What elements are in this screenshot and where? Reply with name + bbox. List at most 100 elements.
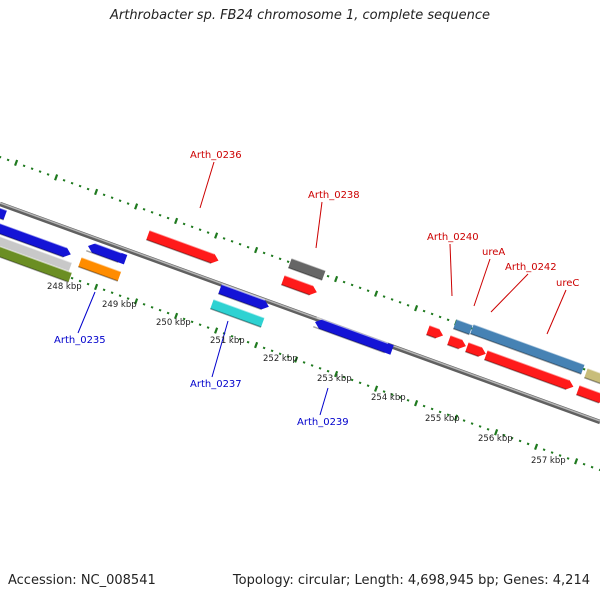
outer-tick: [94, 188, 99, 196]
outer-tick: [166, 216, 170, 220]
gene-steel-a: [453, 318, 473, 336]
inner-tick: [262, 346, 266, 350]
inner-tick: [286, 355, 290, 358]
inner-tick: [246, 340, 250, 344]
outer-tick: [14, 159, 19, 167]
label-leaders: [77, 161, 567, 416]
inner-tick: [70, 276, 74, 280]
outer-tick: [110, 196, 114, 200]
gene-label[interactable]: Arth_0237: [190, 379, 242, 390]
inner-tick: [214, 327, 219, 334]
outer-tick: [150, 210, 154, 214]
gene-label[interactable]: ureC: [556, 278, 579, 289]
inner-tick: [78, 279, 82, 283]
leader-line: [546, 289, 567, 335]
inner-tick: [398, 396, 402, 399]
gene-blue-251: [218, 283, 269, 311]
outer-tick: [414, 304, 419, 312]
inner-tick: [350, 378, 354, 382]
gene-label[interactable]: Arth_0236: [190, 150, 242, 161]
topology-text: Topology: circular; Length: 4,698,945 bp…: [232, 573, 590, 588]
inner-tick: [326, 369, 330, 373]
kbp-label: 252 kbp: [263, 354, 298, 364]
inner-tick: [590, 465, 594, 469]
inner-tick: [598, 468, 600, 472]
kbp-label: 257 kbp: [531, 456, 566, 466]
gene-arth-0236: [146, 229, 219, 264]
kbp-label: 249 kbp: [102, 300, 137, 310]
gene-blue-left: [0, 219, 71, 258]
outer-tick: [238, 242, 242, 246]
outer-tick: [78, 184, 82, 188]
outer-tick: [30, 167, 34, 170]
inner-tick: [438, 410, 442, 414]
inner-tick: [582, 462, 586, 466]
inner-tick: [110, 291, 114, 295]
gene-arth-0242: [484, 349, 574, 391]
kbp-label: 256 kbp: [478, 434, 513, 444]
gene-red-small: [465, 341, 486, 358]
outer-tick: [358, 286, 362, 290]
outer-tick: [38, 170, 42, 173]
inner-tick: [182, 317, 186, 321]
outer-tick: [142, 208, 146, 211]
outer-tick: [174, 217, 179, 225]
gene-label[interactable]: Arth_0235: [54, 335, 106, 346]
inner-tick: [422, 404, 426, 408]
gene-label[interactable]: Arth_0238: [308, 190, 360, 201]
inner-tick: [366, 384, 370, 388]
inner-tick: [302, 361, 306, 364]
inner-tick: [470, 422, 474, 425]
gene-khaki: [584, 367, 600, 386]
gene-blue-stub: [0, 205, 8, 221]
map-title: Arthrobacter sp. FB24 chromosome 1, comp…: [109, 8, 491, 23]
inner-tick: [126, 297, 130, 300]
inner-tick: [150, 305, 154, 309]
inner-tick: [94, 283, 99, 291]
gene-red-0238b: [281, 274, 317, 296]
inner-tick: [238, 337, 242, 341]
gene-label[interactable]: Arth_0240: [427, 232, 479, 243]
gene-arth-0240: [426, 324, 444, 339]
kbp-label: 248 kbp: [47, 282, 82, 292]
accession-text: Accession: NC_008541: [8, 573, 156, 588]
leader-line: [315, 201, 323, 249]
inner-tick: [294, 356, 299, 363]
scale-labels: 248 kbp 249 kbp 250 kbp 251 kbp 252 kbp 253 k…: [47, 282, 566, 466]
backbone: [0, 201, 600, 425]
inner-tick: [406, 398, 410, 402]
inner-tick: [118, 294, 122, 297]
outer-tick: [214, 232, 219, 239]
outer-tick: [222, 237, 226, 240]
inner-tick: [374, 385, 379, 392]
outer-tick: [206, 231, 210, 234]
kbp-label: 250 kbp: [156, 318, 191, 328]
inner-tick: [310, 364, 314, 367]
inner-tick: [334, 370, 339, 378]
kbp-label: 254 kbp: [371, 393, 406, 403]
outer-tick: [230, 240, 234, 243]
outer-tick: [286, 260, 290, 263]
inner-tick: [542, 448, 546, 452]
outer-tick: [366, 289, 370, 293]
outer-tick: [6, 158, 10, 162]
gene-label[interactable]: ureA: [482, 247, 505, 258]
outer-tick: [62, 178, 66, 182]
leader-line: [199, 161, 215, 209]
inner-tick: [558, 454, 562, 457]
inner-tick: [534, 443, 539, 450]
outer-tick: [374, 290, 379, 297]
inner-tick: [502, 433, 506, 437]
inner-tick: [526, 442, 530, 446]
gene-label[interactable]: Arth_0242: [505, 262, 557, 273]
gene-label[interactable]: Arth_0239: [297, 417, 349, 428]
leader-line: [490, 273, 529, 313]
inner-tick: [382, 390, 386, 393]
gene-urec: [470, 323, 585, 375]
outer-tick: [0, 155, 2, 159]
inner-tick: [254, 341, 259, 349]
gene-arth-0235: [86, 240, 128, 265]
inner-tick: [318, 366, 322, 370]
inner-tick: [574, 458, 579, 465]
kbp-label: 255 kbp: [425, 414, 460, 424]
